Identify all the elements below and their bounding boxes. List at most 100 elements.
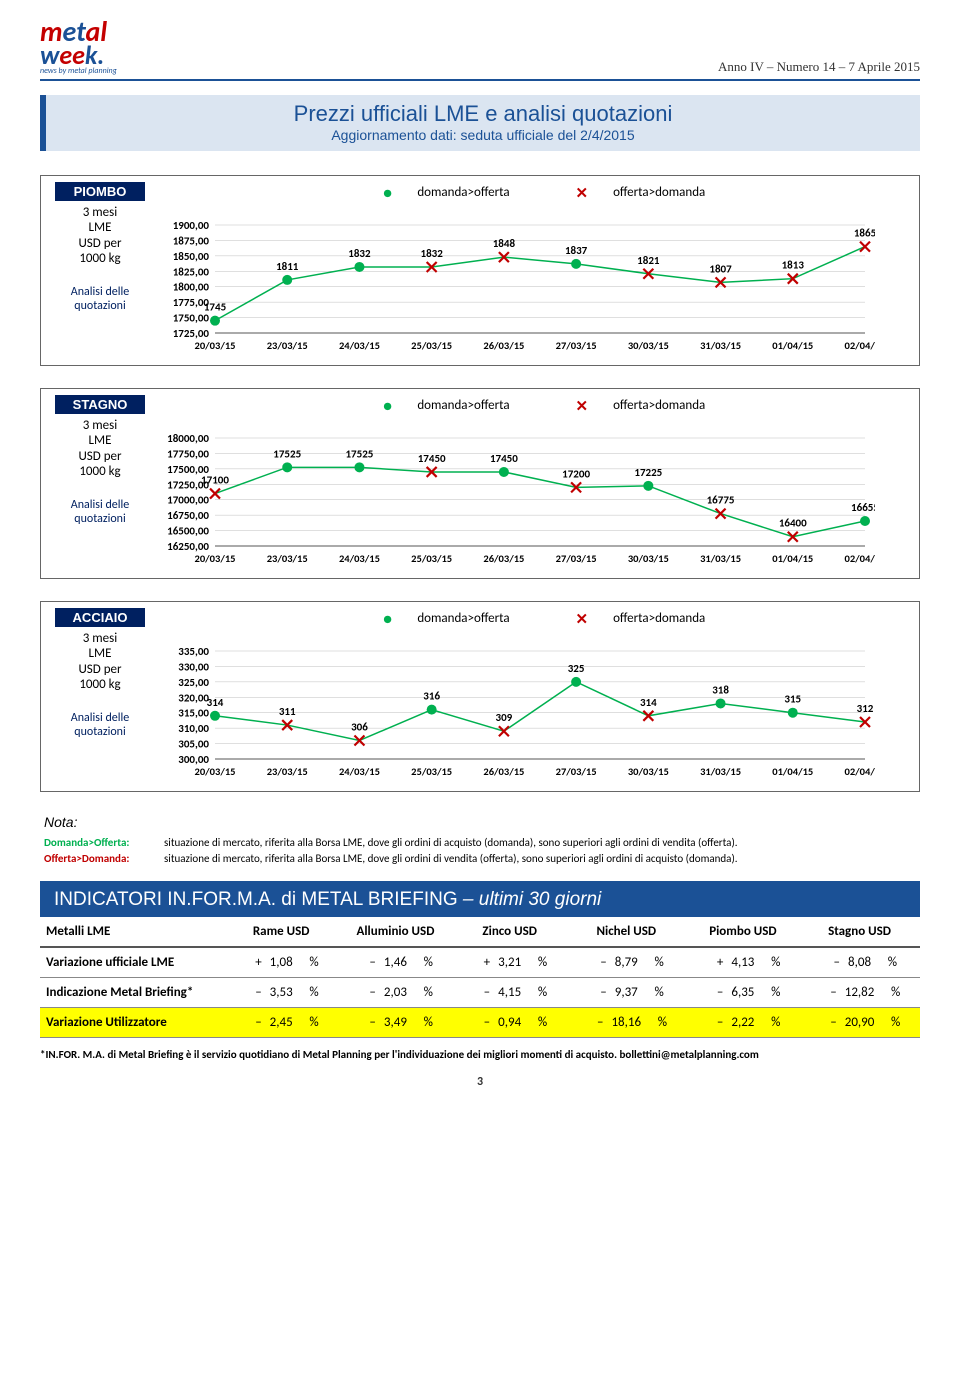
svg-text:17225: 17225: [634, 466, 662, 479]
page-header: metal week. news by metal planning Anno …: [40, 20, 920, 81]
svg-text:17750,00: 17750,00: [167, 447, 209, 460]
table-cell: –3,49%: [337, 1007, 453, 1037]
table-cell: –6,35%: [687, 977, 799, 1007]
svg-text:01/04/15: 01/04/15: [772, 339, 813, 352]
table-header: Stagno USD: [799, 917, 920, 947]
page-number: 3: [40, 1075, 920, 1089]
svg-text:27/03/15: 27/03/15: [556, 765, 597, 778]
chart-panel-stagno: STAGNO 3 mesiLMEUSD per1000 kg Analisi del…: [40, 388, 920, 579]
svg-text:17200: 17200: [562, 467, 590, 480]
table-header: Metalli LME: [40, 917, 225, 947]
table-row: Variazione Utilizzatore–2,45%–3,49%–0,94…: [40, 1007, 920, 1037]
svg-text:25/03/15: 25/03/15: [411, 552, 452, 565]
metal-sub: 3 mesiLMEUSD per1000 kg: [45, 205, 155, 267]
svg-text:23/03/15: 23/03/15: [267, 552, 308, 565]
table-cell: –9,37%: [566, 977, 687, 1007]
svg-text:1807: 1807: [709, 262, 732, 275]
title-sub: Aggiornamento dati: seduta ufficiale del…: [46, 127, 920, 143]
table-header: Piombo USD: [687, 917, 799, 947]
note-text-2: situazione di mercato, riferita alla Bor…: [164, 852, 920, 865]
svg-text:16655: 16655: [851, 501, 875, 514]
svg-text:306: 306: [351, 720, 368, 733]
table-cell: –20,90%: [799, 1007, 920, 1037]
note-block: Nota: Domanda>Offerta: situazione di mer…: [44, 814, 920, 865]
table-cell: –2,03%: [337, 977, 453, 1007]
chart-legend: ● domanda>offerta✕ offerta>domanda: [155, 184, 911, 203]
svg-text:02/04/15: 02/04/15: [845, 552, 875, 565]
indicators-title-b: – ultimi 30 giorni: [458, 889, 602, 910]
svg-text:314: 314: [640, 695, 657, 708]
svg-text:17100: 17100: [201, 473, 229, 486]
svg-text:17525: 17525: [345, 447, 373, 460]
table-cell: +4,13%: [687, 947, 799, 978]
chart-svg: 300,00305,00310,00315,00320,00325,00330,…: [155, 633, 875, 783]
indicators-title-a: INDICATORI IN.FOR.M.A. di METAL BRIEFING: [54, 889, 458, 910]
table-row: Indicazione Metal Briefing*–3,53%–2,03%–…: [40, 977, 920, 1007]
analysis-label: Analisi dellequotazioni: [45, 498, 155, 526]
row-label: Variazione ufficiale LME: [40, 947, 225, 978]
chart-legend: ● domanda>offerta✕ offerta>domanda: [155, 397, 911, 416]
svg-text:20/03/15: 20/03/15: [195, 552, 236, 565]
table-cell: –8,08%: [799, 947, 920, 978]
svg-text:1832: 1832: [421, 247, 444, 260]
svg-text:316: 316: [423, 689, 440, 702]
row-label: Indicazione Metal Briefing*: [40, 977, 225, 1007]
svg-text:1825,00: 1825,00: [173, 265, 210, 278]
svg-text:315,00: 315,00: [178, 706, 209, 719]
title-band: Prezzi ufficiali LME e analisi quotazion…: [40, 95, 920, 151]
row-label: Variazione Utilizzatore: [40, 1007, 225, 1037]
svg-text:309: 309: [496, 711, 513, 724]
chart-svg: 1725,001750,001775,001800,001825,001850,…: [155, 207, 875, 357]
svg-text:1900,00: 1900,00: [173, 219, 210, 232]
svg-text:305,00: 305,00: [178, 737, 209, 750]
note-label-2: Offerta>Domanda:: [44, 852, 164, 865]
svg-text:26/03/15: 26/03/15: [483, 765, 524, 778]
svg-text:1865: 1865: [854, 226, 875, 239]
metal-badge: ACCIAIO: [55, 608, 145, 627]
svg-text:01/04/15: 01/04/15: [772, 765, 813, 778]
metal-sub: 3 mesiLMEUSD per1000 kg: [45, 418, 155, 480]
table-cell: –12,82%: [799, 977, 920, 1007]
svg-text:27/03/15: 27/03/15: [556, 552, 597, 565]
svg-text:335,00: 335,00: [178, 645, 209, 658]
svg-text:1832: 1832: [348, 247, 371, 260]
svg-text:1745: 1745: [204, 300, 227, 313]
svg-text:24/03/15: 24/03/15: [339, 339, 380, 352]
indicators-table: Metalli LMERame USDAlluminio USDZinco US…: [40, 917, 920, 1038]
metal-sub: 3 mesiLMEUSD per1000 kg: [45, 631, 155, 693]
svg-text:325,00: 325,00: [178, 676, 209, 689]
metal-badge: STAGNO: [55, 395, 145, 414]
table-header: Rame USD: [225, 917, 337, 947]
svg-text:312: 312: [857, 702, 874, 715]
table-header: Nichel USD: [566, 917, 687, 947]
table-cell: –2,45%: [225, 1007, 337, 1037]
logo-tagline: news by metal planning: [40, 68, 117, 75]
indicators-band: INDICATORI IN.FOR.M.A. di METAL BRIEFING…: [40, 881, 920, 917]
svg-text:26/03/15: 26/03/15: [483, 552, 524, 565]
svg-text:318: 318: [712, 683, 729, 696]
issue-label: Anno IV – Numero 14 – 7 Aprile 2015: [718, 59, 920, 75]
svg-text:01/04/15: 01/04/15: [772, 552, 813, 565]
title-main: Prezzi ufficiali LME e analisi quotazion…: [46, 101, 920, 127]
table-cell: –4,15%: [453, 977, 565, 1007]
metal-badge: PIOMBO: [55, 182, 145, 201]
table-cell: +1,08%: [225, 947, 337, 978]
chart-svg: 16250,0016500,0016750,0017000,0017250,00…: [155, 420, 875, 570]
table-cell: –2,22%: [687, 1007, 799, 1037]
svg-text:31/03/15: 31/03/15: [700, 339, 741, 352]
table-row: Variazione ufficiale LME+1,08%–1,46%+3,2…: [40, 947, 920, 978]
svg-text:24/03/15: 24/03/15: [339, 765, 380, 778]
svg-text:24/03/15: 24/03/15: [339, 552, 380, 565]
table-cell: –8,79%: [566, 947, 687, 978]
svg-text:30/03/15: 30/03/15: [628, 339, 669, 352]
table-cell: –0,94%: [453, 1007, 565, 1037]
svg-text:26/03/15: 26/03/15: [483, 339, 524, 352]
svg-text:1848: 1848: [493, 237, 516, 250]
svg-text:1875,00: 1875,00: [173, 234, 210, 247]
svg-text:23/03/15: 23/03/15: [267, 765, 308, 778]
svg-text:30/03/15: 30/03/15: [628, 765, 669, 778]
svg-text:25/03/15: 25/03/15: [411, 339, 452, 352]
svg-text:1800,00: 1800,00: [173, 280, 210, 293]
svg-text:17525: 17525: [273, 447, 301, 460]
svg-text:17000,00: 17000,00: [167, 493, 209, 506]
